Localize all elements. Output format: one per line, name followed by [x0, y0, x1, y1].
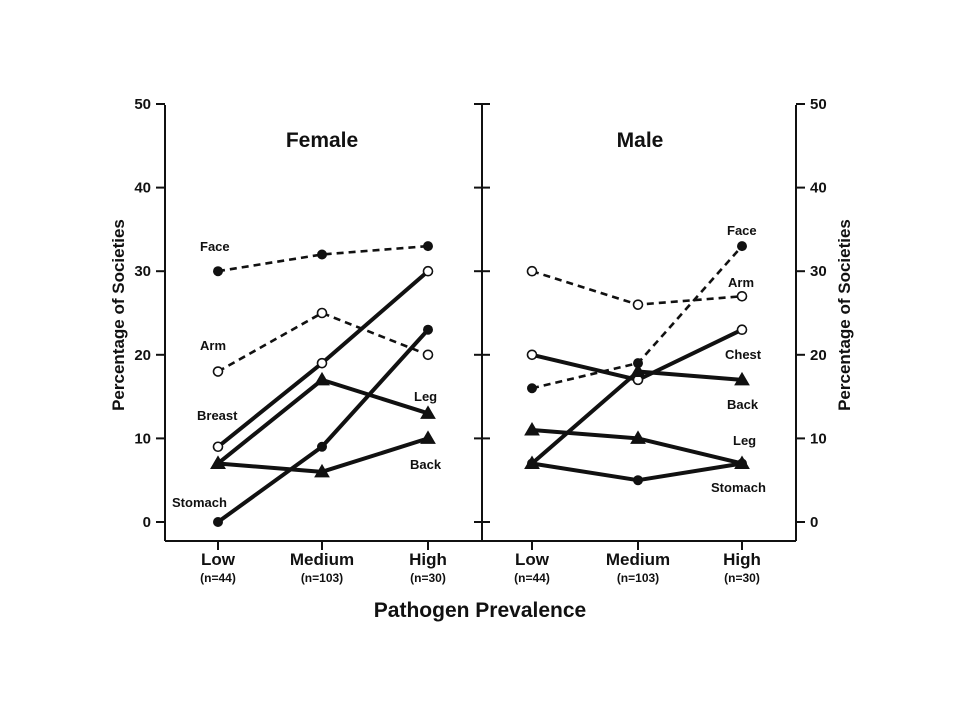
axis-ticks — [156, 103, 805, 550]
x-category-count: (n=30) — [410, 571, 446, 585]
y-tick-label-left: 20 — [134, 347, 151, 364]
series-label-female-face: Face — [200, 239, 230, 254]
male-stomach-marker — [737, 458, 747, 469]
series-male-chest — [526, 324, 748, 386]
female-stomach-marker — [317, 441, 327, 452]
female-leg-marker — [314, 371, 330, 386]
series-male-arm — [526, 265, 748, 310]
series-male-leg — [524, 422, 750, 469]
female-face-marker — [213, 266, 223, 277]
y-tick-label-left: 0 — [143, 514, 151, 531]
male-stomach-marker — [527, 458, 537, 469]
series-line-male-back — [530, 369, 743, 465]
female-arm-marker — [212, 366, 224, 377]
female-breast-marker — [422, 265, 434, 277]
x-category-count: (n=30) — [724, 571, 760, 585]
y-tick-label-left: 40 — [134, 180, 151, 197]
series-female-leg — [210, 371, 436, 469]
series-label-female-arm: Arm — [200, 338, 226, 353]
male-back-marker — [630, 363, 646, 378]
male-arm-marker — [736, 290, 748, 302]
male-leg-marker — [630, 430, 646, 444]
female-back-marker — [420, 430, 436, 444]
series-layer — [210, 241, 750, 527]
panel-title-male: Male — [617, 129, 664, 152]
y-tick-label-right: 0 — [810, 514, 818, 531]
y-tick-label-left: 10 — [134, 430, 151, 447]
series-label-male-back: Back — [727, 397, 759, 412]
male-chest-marker — [526, 349, 538, 361]
female-face-marker — [423, 241, 433, 252]
y-tick-label-right: 20 — [810, 347, 827, 364]
female-back-marker — [314, 463, 330, 478]
series-line-female-arm — [217, 311, 429, 373]
female-breast-marker — [212, 441, 224, 453]
female-arm-marker — [422, 349, 434, 361]
y-tick-label-right: 50 — [810, 96, 827, 113]
y-axis-title-right: Percentage of Societies — [835, 219, 854, 411]
female-arm-marker — [316, 307, 328, 319]
panel-title-female: Female — [286, 129, 358, 152]
panel-male — [524, 241, 750, 486]
series-label-male-stomach: Stomach — [711, 480, 766, 495]
x-category-count: (n=44) — [200, 571, 236, 585]
series-label-female-breast: Breast — [197, 408, 238, 423]
series-female-stomach — [213, 324, 433, 527]
series-label-female-leg: Leg — [414, 389, 437, 404]
series-label-male-arm: Arm — [728, 275, 754, 290]
y-tick-label-left: 30 — [134, 263, 151, 280]
female-face-marker — [317, 249, 327, 260]
x-category-label: Medium — [290, 550, 354, 569]
y-axis-title-left: Percentage of Societies — [109, 219, 128, 411]
male-stomach-marker — [633, 475, 643, 486]
panel-female — [210, 241, 436, 527]
y-tick-label-right: 40 — [810, 180, 827, 197]
series-label-male-face: Face — [727, 223, 757, 238]
female-back-marker — [210, 455, 226, 469]
male-back-marker — [734, 371, 750, 386]
female-breast-marker — [316, 357, 328, 369]
series-female-face — [213, 241, 433, 277]
x-category-label: High — [409, 550, 447, 569]
male-chest-marker — [736, 324, 748, 336]
series-male-stomach — [527, 458, 747, 486]
male-leg-marker — [524, 422, 540, 436]
x-category-label: High — [723, 550, 761, 569]
series-label-female-stomach: Stomach — [172, 495, 227, 510]
series-female-arm — [212, 307, 434, 377]
x-category-label: Low — [201, 550, 236, 569]
x-category-count: (n=44) — [514, 571, 550, 585]
female-stomach-marker — [423, 324, 433, 335]
x-axis-title: Pathogen Prevalence — [374, 599, 586, 622]
x-category-label: Low — [515, 550, 550, 569]
y-tick-label-right: 10 — [810, 430, 827, 447]
male-arm-marker — [526, 265, 538, 277]
series-label-male-leg: Leg — [733, 433, 756, 448]
x-category-count: (n=103) — [617, 571, 659, 585]
female-stomach-marker — [213, 517, 223, 527]
x-category-count: (n=103) — [301, 571, 343, 585]
male-arm-marker — [632, 299, 644, 310]
text-labels: 0 0 10 10 20 20 30 30 40 40 50 50 Low (n=44) Medium (n=… — [109, 96, 854, 622]
male-face-marker — [737, 241, 747, 252]
series-female-back — [210, 430, 436, 478]
male-face-marker — [527, 383, 537, 394]
series-label-female-back: Back — [410, 457, 442, 472]
female-leg-marker — [420, 405, 436, 419]
series-label-male-chest: Chest — [725, 347, 762, 362]
x-category-label: Medium — [606, 550, 670, 569]
y-tick-label-left: 50 — [134, 96, 151, 113]
plot-frame — [164, 105, 797, 542]
series-female-breast — [212, 265, 434, 453]
series-male-face — [527, 241, 747, 394]
y-tick-label-right: 30 — [810, 263, 827, 280]
